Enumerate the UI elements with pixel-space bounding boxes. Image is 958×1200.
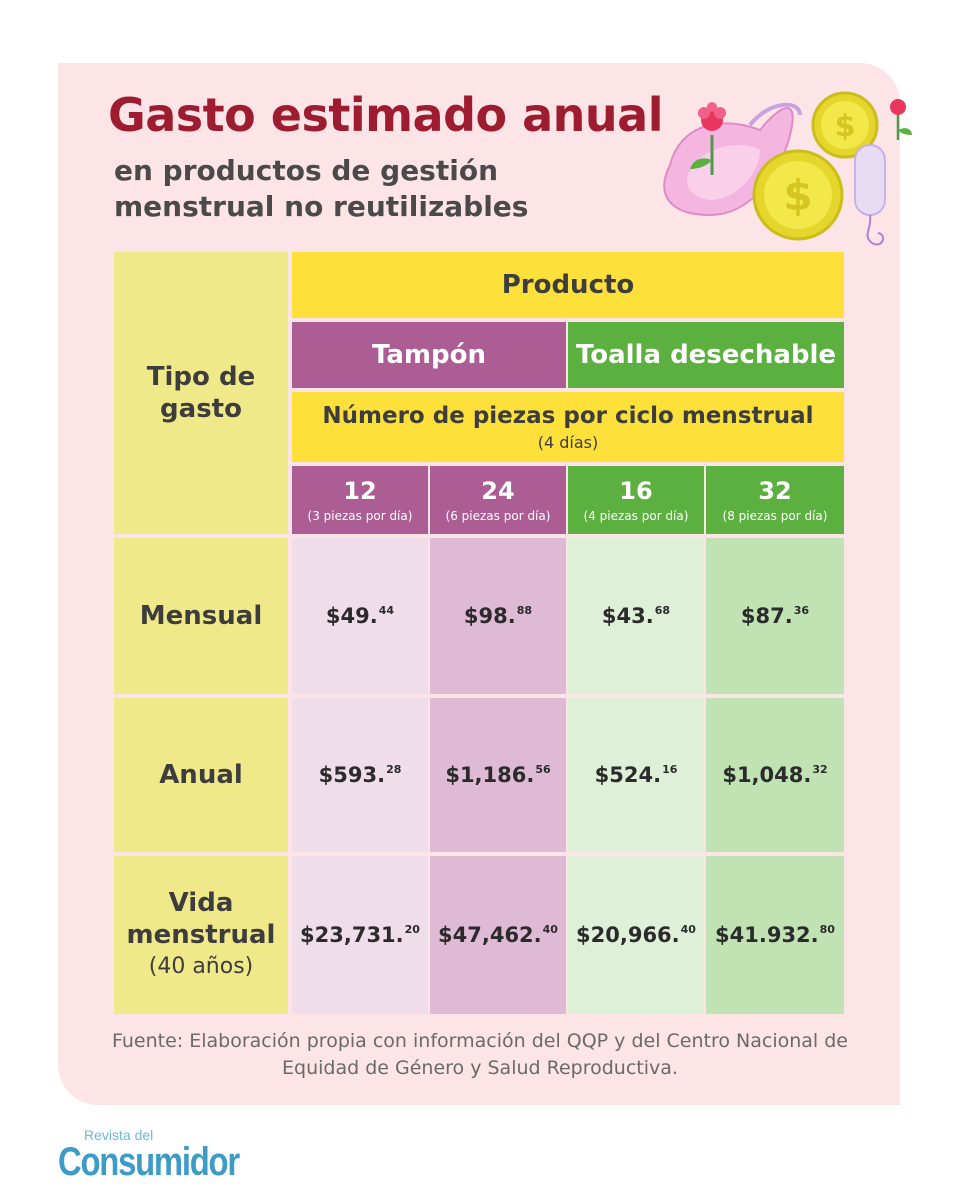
- page-subtitle: en productos de gestión menstrual no reu…: [114, 154, 529, 223]
- column-header: 32 (8 piezas por día): [706, 466, 844, 534]
- brand-logo: Revista del Consumidor: [58, 1128, 279, 1182]
- product-header: Producto: [292, 252, 844, 318]
- decoration-illustration: $ $: [663, 91, 912, 246]
- row-label-monthly: Mensual: [114, 538, 288, 694]
- coin-icon: $ $: [752, 91, 879, 241]
- logo-main-text: Consumidor: [58, 1140, 240, 1184]
- table-cell: $524.16: [568, 698, 704, 852]
- row-label-annual: Anual: [114, 698, 288, 852]
- product-tampon: Tampón: [292, 322, 566, 388]
- column-header: 16 (4 piezas por día): [568, 466, 704, 534]
- tampon-icon: [854, 99, 912, 246]
- svg-text:$: $: [783, 171, 812, 220]
- table-cell: $98.88: [430, 538, 566, 694]
- product-towel: Toalla desechable: [568, 322, 844, 388]
- source-note: Fuente: Elaboración propia con informaci…: [112, 1030, 848, 1079]
- logo-top-text: Revista del: [84, 1127, 154, 1143]
- flower-icon: [690, 102, 726, 175]
- expense-table: Tipo de gasto Producto Tampón Toalla des…: [114, 252, 844, 1014]
- row-label-lifetime: Vida menstrual (40 años): [114, 856, 288, 1014]
- table-cell: $1,048.32: [706, 698, 844, 852]
- table-cell: $1,186.56: [430, 698, 566, 852]
- table-cell: $20,966.40: [568, 856, 704, 1014]
- side-header: Tipo de gasto: [114, 252, 288, 534]
- table-cell: $87.36: [706, 538, 844, 694]
- table-cell: $593.28: [292, 698, 428, 852]
- page-title: Gasto estimado anual: [108, 88, 663, 142]
- svg-text:$: $: [835, 109, 856, 144]
- column-header: 24 (6 piezas por día): [430, 466, 566, 534]
- pieces-header: Número de piezas por ciclo menstrual (4 …: [292, 392, 844, 462]
- table-cell: $23,731.20: [292, 856, 428, 1014]
- table-cell: $43.68: [568, 538, 704, 694]
- table-cell: $41.932.80: [706, 856, 844, 1014]
- column-header: 12 (3 piezas por día): [292, 466, 428, 534]
- table-cell: $49.44: [292, 538, 428, 694]
- table-cell: $47,462.40: [430, 856, 566, 1014]
